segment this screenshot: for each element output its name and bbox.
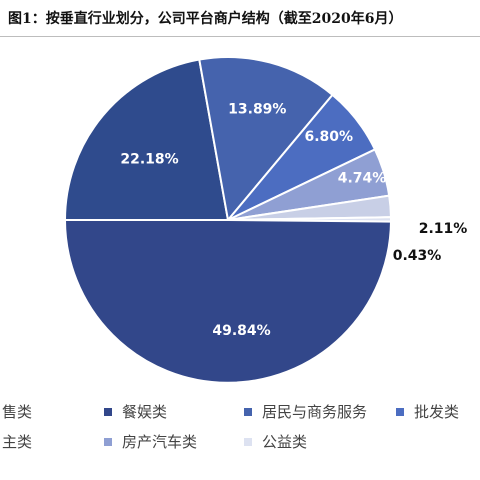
- pie-slice: [198, 56, 334, 223]
- slice-value-label: 6.80%: [305, 129, 354, 145]
- slice-value-label: 2.11%: [419, 221, 468, 237]
- pie-slice: [63, 58, 230, 221]
- pie-slice: [63, 219, 393, 384]
- title-divider: [0, 36, 480, 37]
- slice-value-label: 49.84%: [212, 323, 270, 339]
- slice-value-label: 13.89%: [228, 102, 286, 118]
- figure-title: 图1：按垂直行业划分，公司平台商户结构（截至2020年6月）: [8, 11, 403, 27]
- slice-value-label: 0.43%: [393, 248, 442, 264]
- slice-value-label: 4.74%: [338, 171, 387, 187]
- slice-value-label: 22.18%: [120, 151, 178, 167]
